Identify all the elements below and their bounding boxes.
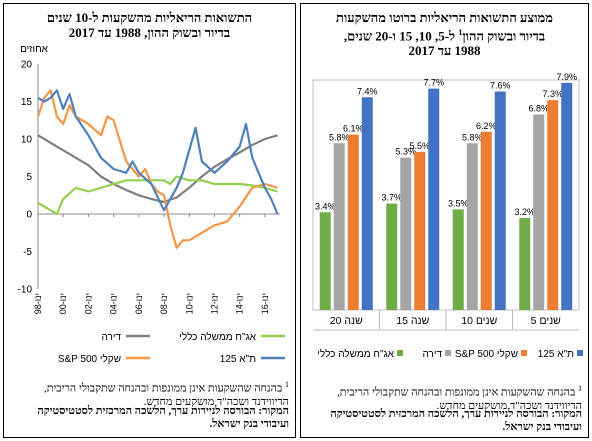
legend-label: S&P 500 שקלי	[58, 353, 121, 365]
legend-label: אג"ח ממשלה כללי	[317, 348, 394, 360]
bar-value-label: 5.8%	[329, 132, 350, 142]
y-tick-label: -5	[23, 247, 32, 258]
bar-value-label: 5.5%	[409, 141, 430, 151]
legend-label: דירה	[422, 349, 442, 360]
y-axis-label: אחוזים	[20, 44, 49, 55]
series-line-0	[37, 134, 278, 204]
line-chart-panel: התשואות הריאליות מהשקעות ל-10 שנים בדיור…	[3, 3, 296, 438]
bar	[519, 218, 531, 310]
bar	[333, 143, 345, 310]
bar	[561, 82, 573, 310]
category-label: 20 שנה	[330, 315, 363, 327]
x-tick-label: ינו-00	[58, 293, 68, 314]
bar	[480, 131, 492, 310]
bar	[386, 203, 398, 310]
bar-value-label: 7.3%	[542, 89, 563, 99]
bar-value-label: 5.8%	[462, 132, 483, 142]
bar-chart-source: המקור: הבורסה לניירות ערך, הלשכה המרכזית…	[307, 408, 582, 434]
x-tick-label: ינו-98	[33, 293, 43, 314]
legend-swatch	[445, 350, 451, 356]
bar-value-label: 3.4%	[315, 201, 336, 211]
x-tick-label: ינו-10	[184, 293, 194, 314]
legend-swatch	[521, 350, 527, 356]
bar-value-label: 6.8%	[528, 104, 549, 114]
x-tick-label: ינו-16	[260, 293, 270, 314]
bar-value-label: 6.2%	[476, 121, 497, 131]
x-tick-label: ינו-12	[209, 293, 219, 314]
line-chart-footnote: 1 בהנחה שהשקעות אינן ממונפות ובהנחה שתקב…	[10, 378, 289, 409]
legend-label: S&P 500 שקלי	[455, 348, 518, 360]
bar-chart-panel: ממוצע התשואות הריאליות ברוטו מהשקעות בדי…	[300, 3, 589, 438]
bar-chart-title-line1: ממוצע התשואות הריאליות ברוטו מהשקעות	[336, 10, 553, 25]
bar	[452, 209, 464, 310]
bar	[361, 97, 373, 310]
y-tick-label: 15	[21, 97, 33, 108]
x-tick-label: ינו-06	[134, 293, 144, 314]
x-tick-label: ינו-02	[83, 293, 93, 314]
line-footnote-text: בהנחה שהשקעות אינן ממונפות ובהנחה שתקבול…	[43, 382, 289, 408]
x-tick-label: ינו-08	[159, 293, 169, 314]
bar-footnote-text: בהנחה שהשקעות אינן ממונפות ובהנחה שתקבול…	[336, 386, 582, 412]
bar	[466, 143, 478, 310]
category-label: 5 שנים	[531, 315, 561, 327]
bar	[414, 151, 426, 310]
bar-value-label: 3.5%	[448, 198, 469, 208]
category-label: 10 שנים	[461, 315, 497, 327]
legend-label: ת"א 125	[538, 349, 574, 360]
bar	[533, 114, 545, 310]
bar-source-text: המקור: הבורסה לניירות ערך, הלשכה המרכזית…	[330, 408, 582, 433]
legend-label: ת"א 125	[220, 354, 256, 365]
y-tick-label: 5	[26, 172, 32, 183]
y-tick-label: 10	[21, 135, 33, 146]
x-tick-label: ינו-14	[235, 293, 245, 314]
line-chart-title-line2: בדיור ובשוק ההון, 1988 עד 2017	[68, 25, 231, 40]
line-chart-title: התשואות הריאליות מהשקעות ל-10 שנים בדיור…	[8, 10, 291, 40]
series-line-2	[36, 89, 278, 249]
bar	[428, 88, 440, 310]
bar-value-label: 3.2%	[514, 207, 535, 217]
legend-swatch	[577, 350, 583, 356]
bar-title-sup: 1	[458, 28, 463, 37]
category-label: 15 שנה	[396, 315, 429, 327]
bar-chart-title: ממוצע התשואות הריאליות ברוטו מהשקעות בדי…	[305, 10, 584, 58]
bar-chart: 3.4%5.8%6.1%7.4%20 שנה3.7%5.3%5.5%7.7%15…	[312, 72, 583, 360]
bar	[347, 134, 359, 310]
bar-value-label: 6.1%	[343, 124, 364, 134]
bar-value-label: 3.7%	[381, 193, 402, 203]
line-footnote-mark: 1	[285, 380, 289, 389]
y-tick-label: -10	[18, 285, 33, 296]
series-line-3	[37, 89, 279, 215]
line-chart-source: המקור: הבורסה לניירות ערך, הלשכה המרכזית…	[10, 405, 289, 431]
x-tick-label: ינו-04	[109, 293, 119, 314]
bar-title-part-b: ל-5, 10, 15 ו-20 שנים,	[343, 28, 459, 44]
bar-footnote-mark: 1	[578, 384, 582, 393]
bar-title-part-a: בדיור ובשוק ההון	[462, 28, 546, 44]
line-source-text: המקור: הבורסה לניירות ערך, הלשכה המרכזית…	[37, 405, 289, 430]
bar-value-label: 7.4%	[357, 86, 378, 96]
bar-chart-footnote: 1 בהנחה שהשקעות אינן ממונפות ובהנחה שתקב…	[307, 382, 582, 413]
bar-value-label: 5.3%	[395, 147, 416, 157]
line-chart: אחוזים -10 -5 0 5 10 15 20 ינו-98 ינו-00 ינו-02 ינו…	[18, 44, 285, 365]
bar	[547, 100, 559, 310]
legend-label: דירה	[101, 332, 121, 343]
line-chart-title-line1: התשואות הריאליות מהשקעות ל-10 שנים	[46, 10, 253, 25]
bar	[494, 91, 506, 310]
bar-chart-title-line3: 1988 עד 2017	[408, 43, 481, 59]
legend-swatch	[397, 350, 403, 356]
bar-value-label: 7.6%	[490, 81, 511, 91]
legend-label: אג"ח ממשלה כללי	[179, 331, 256, 343]
bar-chart-title-line2: בדיור ובשוק ההון1 ל-5, 10, 15 ו-20 שנים,	[305, 25, 584, 43]
bar-value-label: 7.9%	[556, 72, 577, 82]
bar-value-label: 7.7%	[423, 78, 444, 88]
y-tick-label: 20	[21, 60, 33, 71]
series-line-1	[37, 175, 278, 216]
bar	[319, 212, 331, 310]
y-tick-label: 0	[26, 210, 32, 221]
bar	[400, 157, 412, 310]
